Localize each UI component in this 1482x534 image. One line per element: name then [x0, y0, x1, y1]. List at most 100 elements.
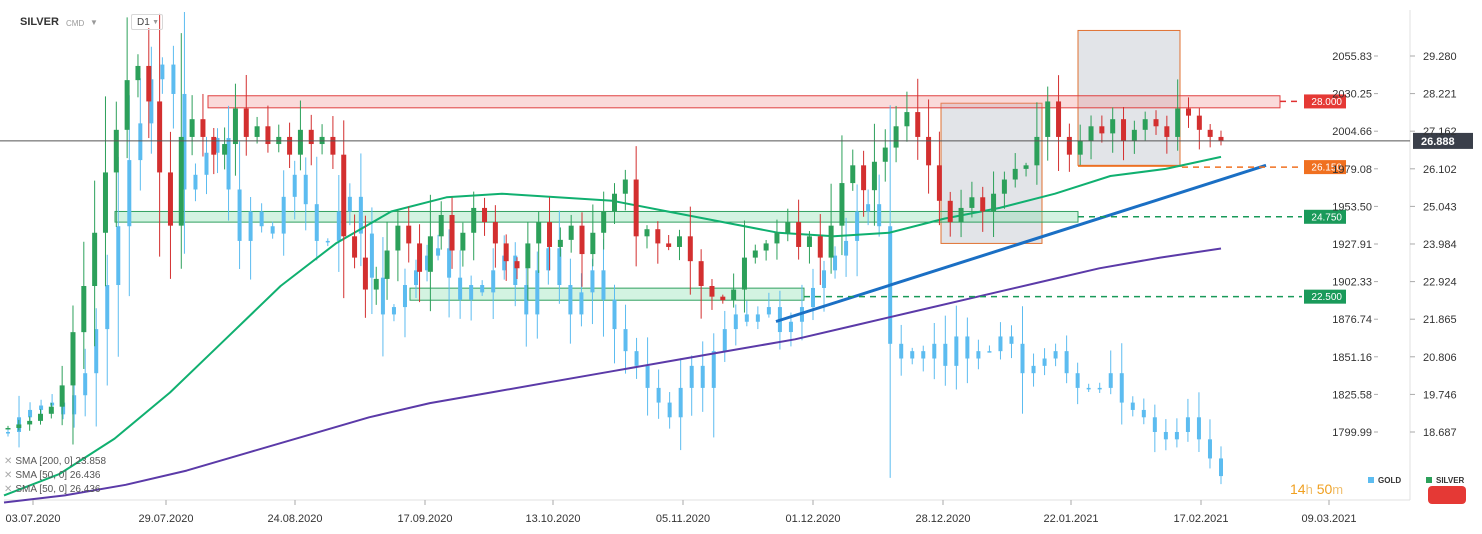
gold-candle: [557, 248, 562, 286]
gold-candle: [535, 270, 540, 315]
symbol-dropdown-icon[interactable]: ▼: [90, 18, 98, 27]
silver-candle: [947, 200, 953, 223]
silver-candle: [92, 232, 98, 287]
gold-candle: [105, 285, 110, 330]
gold-candle: [921, 351, 926, 359]
silver-candle: [59, 385, 65, 407]
legend-gold[interactable]: GOLD: [1368, 476, 1401, 485]
gold-candle: [259, 211, 264, 227]
gold-candle: [447, 248, 452, 278]
gold-candle: [1130, 402, 1135, 410]
silver-candle: [503, 243, 509, 262]
gold-candle: [414, 270, 419, 286]
gold-candle: [425, 255, 430, 271]
remove-icon[interactable]: ✕: [4, 470, 13, 481]
gold-candle: [612, 299, 617, 330]
silver-candle: [612, 193, 617, 212]
left-axis-tick-label: 1953.50: [1332, 201, 1372, 213]
silver-candle: [1207, 129, 1213, 137]
level-label: 26.150: [1311, 163, 1342, 174]
gold-candle: [469, 285, 474, 300]
gold-candle: [314, 204, 319, 241]
silver-candle: [1012, 168, 1018, 180]
consolidation-box: [1077, 29, 1181, 166]
silver-candle: [211, 136, 217, 155]
silver-candle: [5, 427, 11, 430]
gold-candle: [932, 343, 937, 359]
gold-candle: [810, 287, 815, 308]
right-axis-tick-label: 23.984: [1423, 239, 1457, 251]
legend-silver[interactable]: SILVER: [1426, 476, 1464, 485]
exchange-label: CMD: [66, 19, 85, 28]
right-axis-tick-label: 19.746: [1423, 389, 1457, 401]
silver-candle: [341, 154, 347, 237]
sma200-line: [3, 247, 1222, 504]
silver-candle: [720, 296, 726, 301]
silver-candle: [308, 129, 314, 145]
gold-candle: [833, 255, 838, 271]
gold-candle: [788, 321, 793, 333]
silver-candle: [936, 165, 942, 201]
gold-candle: [237, 189, 242, 241]
level-label: 22.500: [1311, 292, 1342, 303]
silver-candle: [850, 165, 856, 184]
gold-candle: [987, 351, 992, 353]
left-axis-tick-label: 1825.58: [1332, 389, 1372, 401]
gold-candle: [204, 152, 209, 175]
remove-icon[interactable]: ✕: [4, 484, 13, 495]
x-axis-tick-label: 13.10.2020: [525, 513, 580, 525]
silver-candle: [1164, 126, 1170, 137]
timeframe-select[interactable]: D1 ▼: [131, 14, 163, 30]
silver-candle: [471, 207, 477, 233]
indicator-sma50[interactable]: ✕ SMA [50, 0] 26.436: [4, 470, 100, 481]
silver-toggle-button[interactable]: [1428, 486, 1466, 504]
gold-candle: [1152, 417, 1157, 432]
gold-candle: [689, 365, 694, 388]
silver-candle: [579, 225, 585, 255]
gold-candle: [1064, 351, 1069, 374]
silver-candle: [222, 144, 228, 155]
support-zone: [409, 287, 805, 301]
silver-candle: [1142, 119, 1148, 130]
symbol-name[interactable]: SILVER: [20, 16, 59, 28]
silver-candle: [1186, 108, 1192, 116]
gold-candle: [303, 174, 308, 205]
gold-candle: [877, 204, 882, 227]
silver-candle: [1034, 136, 1040, 166]
silver-candle: [406, 225, 412, 244]
gold-candle: [1020, 343, 1025, 374]
left-axis-tick-label: 2030.25: [1332, 89, 1372, 101]
gold-candle: [645, 365, 650, 388]
indicator-sma50-b[interactable]: ✕ SMA [50, 0] 26.436: [4, 484, 100, 495]
gold-candle: [744, 314, 749, 322]
silver-candle: [1121, 119, 1127, 141]
gold-candle: [1207, 439, 1212, 459]
silver-candle: [297, 129, 303, 155]
gold-candle: [1097, 387, 1102, 390]
remove-icon[interactable]: ✕: [4, 456, 13, 467]
silver-candle: [915, 112, 921, 137]
gold-candle: [590, 270, 595, 293]
gold-candle: [502, 255, 507, 271]
level-label-bg: [1304, 160, 1346, 175]
gold-candle: [28, 409, 33, 418]
gold-candle: [524, 285, 529, 315]
level-label-bg: [1304, 209, 1346, 224]
indicator-sma200[interactable]: ✕ SMA [200, 0] 23.858: [4, 456, 106, 467]
silver-candle: [601, 211, 607, 233]
silver-candle: [557, 239, 563, 247]
gold-candle: [491, 270, 496, 293]
x-axis-tick-label: 22.01.2021: [1043, 513, 1098, 525]
gold-candle: [866, 204, 871, 212]
gold-candle: [193, 174, 198, 190]
right-axis-tick-label: 22.924: [1423, 277, 1457, 289]
gold-candle: [325, 240, 330, 243]
gold-candle: [215, 138, 220, 153]
silver-candle: [741, 257, 747, 290]
silver-candle: [1077, 140, 1083, 155]
gold-candle: [855, 211, 860, 241]
gold-candle: [998, 336, 1003, 352]
x-axis-tick-label: 24.08.2020: [267, 513, 322, 525]
silver-candle: [124, 80, 130, 130]
